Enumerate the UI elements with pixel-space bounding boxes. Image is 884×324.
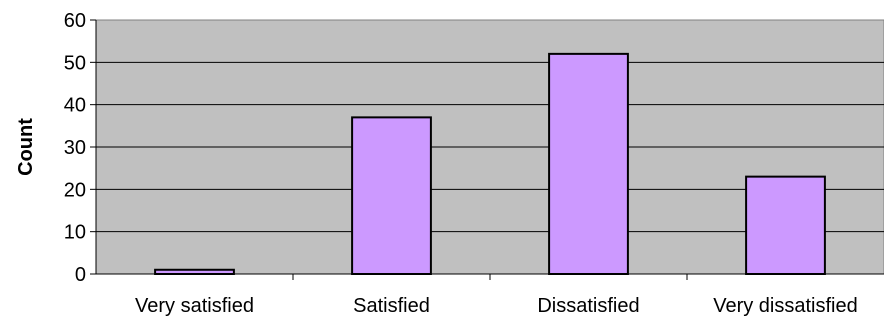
- bar-very-satisfied: [154, 268, 235, 275]
- y-tick-label: 0: [75, 264, 86, 286]
- y-axis-title: Count: [15, 118, 37, 176]
- y-axis-ticks: 0 10 20 30 40 50 60: [64, 10, 96, 286]
- bar-satisfied: [351, 116, 432, 275]
- bar-dissatisfied: [548, 52, 629, 275]
- bar-very-dissatisfied: [745, 175, 826, 275]
- y-tick-label: 10: [64, 222, 86, 244]
- y-tick-label: 20: [64, 179, 86, 201]
- y-tick-label: 40: [64, 95, 86, 117]
- x-axis-categories: Very satisfied Satisfied Dissatisfied Very …: [135, 274, 858, 317]
- x-category-label: Very dissatisfied: [713, 295, 858, 317]
- x-category-label: Satisfied: [353, 295, 430, 317]
- y-tick-label: 30: [64, 137, 86, 159]
- bars: [154, 52, 826, 275]
- y-tick-label: 50: [64, 52, 86, 74]
- x-category-label: Dissatisfied: [537, 295, 639, 317]
- y-tick-label: 60: [64, 10, 86, 32]
- x-category-label: Very satisfied: [135, 295, 254, 317]
